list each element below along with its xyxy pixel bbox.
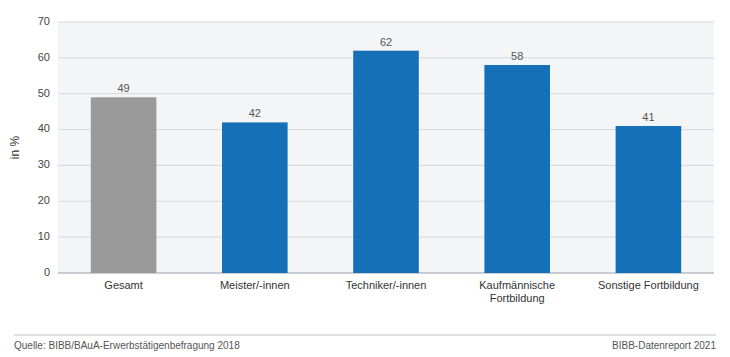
x-tick-label: Sonstige Fortbildung <box>598 279 699 291</box>
x-tick-label: Techniker/-innen <box>346 279 427 291</box>
x-tick-label: Gesamt <box>104 279 143 291</box>
y-axis-label: in % <box>8 135 22 159</box>
y-tick-label: 60 <box>38 51 50 63</box>
y-tick-label: 20 <box>38 194 50 206</box>
data-label: 42 <box>249 107 261 119</box>
x-tick-label: KaufmännischeFortbildung <box>479 279 555 304</box>
x-tick-label: Meister/-innen <box>220 279 290 291</box>
grid-line <box>58 22 714 23</box>
page: {"chart_data": {"type": "bar", "categori… <box>0 0 730 357</box>
y-tick-label: 40 <box>38 122 50 134</box>
x-axis: Gesamt Meister/-innen Techniker/-innen Kauf… <box>104 279 699 304</box>
y-tick-label: 50 <box>38 87 50 99</box>
footer-text: BIBB-Datenreport 2021 <box>612 340 716 351</box>
bar <box>222 122 288 273</box>
plot-background <box>58 22 714 273</box>
chart-svg: 0 10 20 30 40 50 60 70 in % 49 42 62 58 41 Gesamt Meist… <box>0 0 730 357</box>
bar <box>616 126 682 273</box>
data-label: 62 <box>380 36 392 48</box>
chart-container: 0 10 20 30 40 50 60 70 in % 49 42 62 58 41 Gesamt Meist… <box>0 0 730 357</box>
data-label: 49 <box>117 82 129 94</box>
bar <box>484 65 550 273</box>
data-labels: 49 42 62 58 41 <box>117 36 654 123</box>
data-label: 58 <box>511 50 523 62</box>
data-label: 41 <box>642 111 654 123</box>
footer-separator <box>14 335 716 336</box>
y-tick-label: 0 <box>44 266 50 278</box>
y-axis: 0 10 20 30 40 50 60 70 <box>38 15 714 278</box>
bars <box>91 51 681 273</box>
bar <box>91 97 157 273</box>
y-tick-label: 70 <box>38 15 50 27</box>
y-tick-label: 10 <box>38 230 50 242</box>
y-tick-label: 30 <box>38 158 50 170</box>
footer-text: Quelle: BIBB/BAuA-Erwerbstätigenbefragun… <box>14 340 240 351</box>
bar <box>353 51 419 273</box>
